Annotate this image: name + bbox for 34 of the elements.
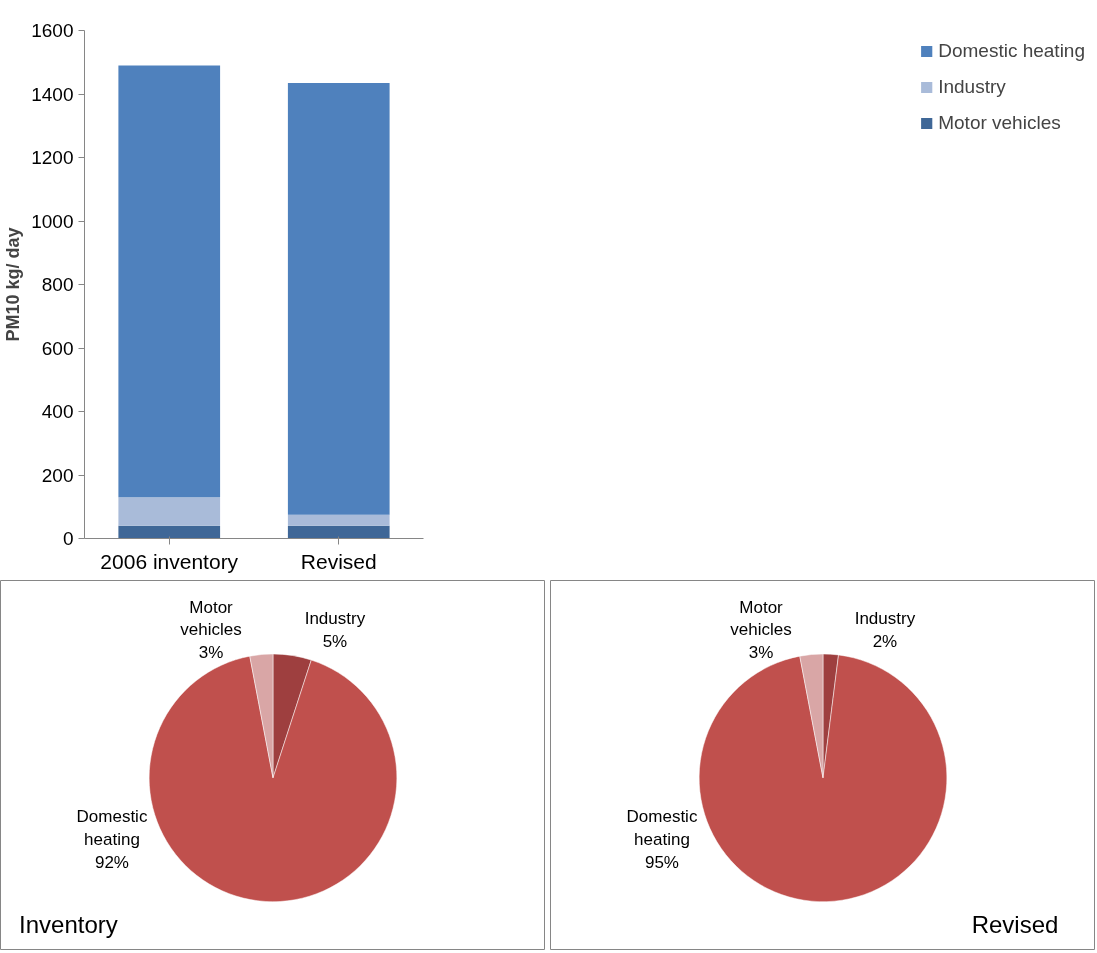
y-tick-label: 1000 xyxy=(31,210,74,232)
data-label: 5% xyxy=(322,631,348,651)
bar xyxy=(118,65,221,498)
bar xyxy=(287,525,390,539)
data-label: 3% xyxy=(198,643,224,663)
slice-label: Domestic heating xyxy=(626,807,698,849)
slice-label: Industry xyxy=(304,608,366,628)
y-tick-label: 1400 xyxy=(31,83,74,105)
y-tick-label: 1600 xyxy=(31,20,74,41)
slice-label: Motor vehicles xyxy=(730,597,792,640)
y-tick-label: 1200 xyxy=(31,147,74,168)
bar xyxy=(287,514,390,526)
bar xyxy=(118,525,221,539)
text: Revised xyxy=(971,911,1059,939)
y-tick-label: 800 xyxy=(41,274,74,295)
data-label: 92% xyxy=(94,852,129,872)
text: Inventory xyxy=(19,911,118,939)
y-tick-label: 0 xyxy=(62,528,74,549)
y-tick-label: 200 xyxy=(41,464,74,486)
data-label: 3% xyxy=(748,643,774,663)
data-label: 95% xyxy=(644,852,679,872)
slice-label: Industry xyxy=(854,608,916,628)
y-tick-label: 600 xyxy=(41,337,74,359)
legend-label: Industry xyxy=(938,76,1006,98)
y-tick-label: 400 xyxy=(41,401,74,422)
bar xyxy=(287,82,390,515)
legend-label: Motor vehicles xyxy=(938,112,1061,134)
legend-label: Domestic heating xyxy=(938,40,1085,62)
bar xyxy=(118,497,221,526)
slice-label: Motor vehicles xyxy=(180,597,242,640)
data-label: 2% xyxy=(872,631,898,651)
y-axis-title: PM10 kg/ day xyxy=(3,227,24,342)
x-tick-label: 2006 inventory xyxy=(100,549,239,573)
slice-label: Domestic heating xyxy=(76,807,148,849)
